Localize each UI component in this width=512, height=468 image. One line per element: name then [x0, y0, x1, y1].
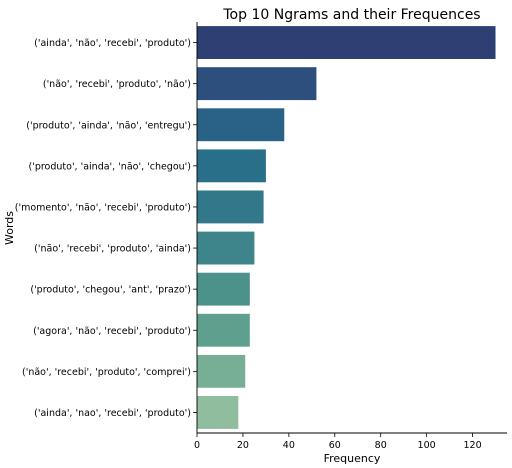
- bar: [197, 149, 266, 182]
- bar: [197, 314, 250, 347]
- category-labels: ('ainda', 'não', 'recebi', 'produto') ('n…: [15, 38, 197, 419]
- category-label: ('não', 'recebi', 'produto', 'ainda'): [34, 244, 191, 255]
- category-label: ('ainda', 'não', 'recebi', 'produto'): [34, 38, 191, 49]
- category-label: ('produto', 'ainda', 'não', 'chegou'): [29, 161, 192, 172]
- bar: [197, 396, 238, 429]
- x-tick-label: 60: [329, 440, 341, 451]
- category-label: ('não', 'recebi', 'produto', 'não'): [43, 79, 191, 90]
- category-label: ('ainda', 'nao', 'recebi', 'produto'): [34, 408, 191, 419]
- x-tick-label: 40: [283, 440, 295, 451]
- x-tick-label: 0: [194, 440, 200, 451]
- bar: [197, 355, 245, 388]
- x-tick-label: 100: [418, 440, 436, 451]
- bar: [197, 232, 254, 265]
- y-axis-title: Words: [3, 211, 16, 245]
- bar: [197, 273, 250, 306]
- bar: [197, 108, 284, 141]
- bar: [197, 26, 496, 59]
- bar: [197, 191, 264, 224]
- category-label: ('produto', 'chegou', 'ant', 'prazo'): [30, 285, 191, 296]
- category-label: ('momento', 'não', 'recebi', 'produto'): [15, 202, 191, 213]
- bars-group: [197, 26, 496, 429]
- x-tick-label: 80: [375, 440, 387, 451]
- x-tick-label: 120: [463, 440, 481, 451]
- category-label: ('não', 'recebi', 'produto', 'comprei'): [22, 367, 191, 378]
- bar: [197, 67, 316, 100]
- category-label: ('agora', 'não', 'recebi', 'produto'): [33, 326, 191, 337]
- x-axis-ticks: 0 20 40 60 80 100 120: [194, 433, 482, 451]
- chart-title: Top 10 Ngrams and their Frequences: [222, 7, 480, 23]
- x-axis-title: Frequency: [324, 452, 381, 465]
- category-label: ('produto', 'ainda', 'não', 'entregu'): [26, 120, 191, 131]
- x-tick-label: 20: [237, 440, 249, 451]
